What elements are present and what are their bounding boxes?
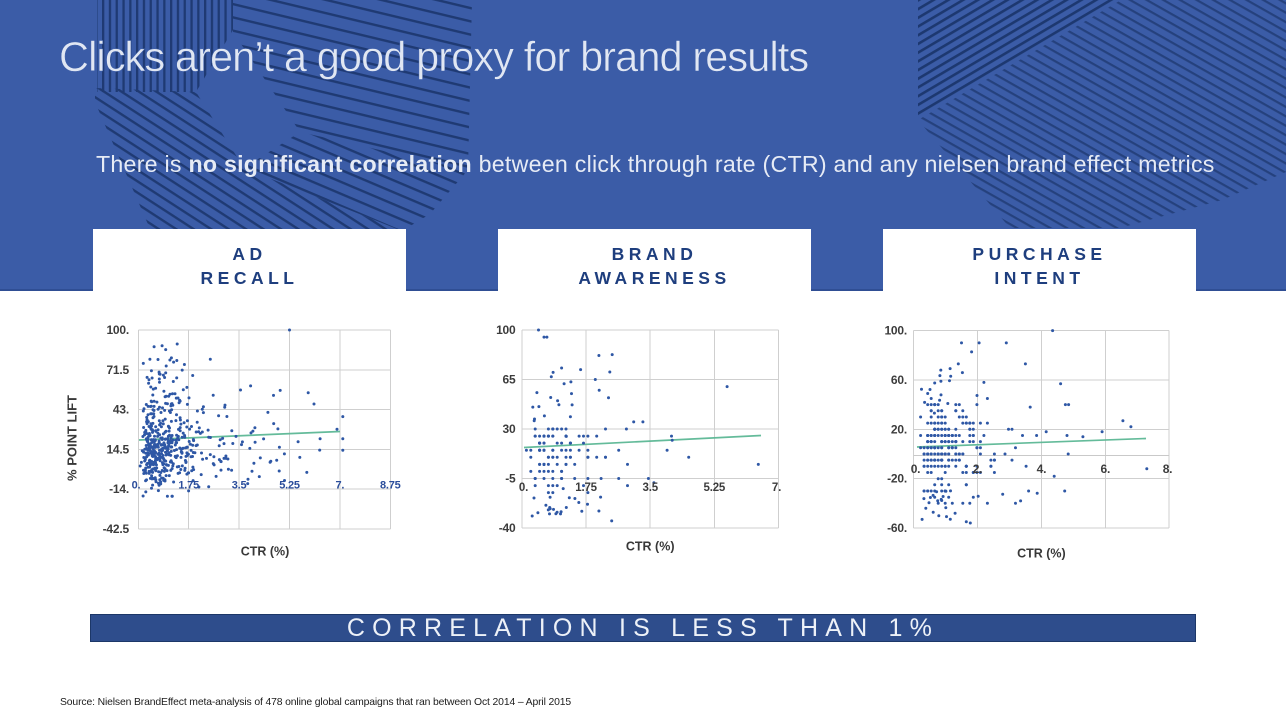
svg-text:-20.: -20.	[887, 472, 907, 486]
svg-text:43.: 43.	[113, 403, 129, 417]
svg-text:CTR (%): CTR (%)	[1017, 547, 1066, 561]
svg-text:8.: 8.	[1163, 462, 1173, 476]
svg-text:7.: 7.	[772, 482, 781, 494]
svg-text:CTR (%): CTR (%)	[241, 545, 290, 559]
svg-text:65: 65	[503, 373, 516, 387]
svg-text:6.: 6.	[1100, 462, 1110, 476]
svg-text:% POINT LIFT: % POINT LIFT	[65, 395, 80, 481]
svg-text:CTR (%): CTR (%)	[626, 540, 675, 554]
svg-text:-14.: -14.	[109, 482, 129, 496]
svg-text:14.5: 14.5	[106, 442, 129, 456]
svg-text:30: 30	[503, 422, 516, 436]
svg-text:-42.5: -42.5	[103, 522, 130, 536]
svg-text:100.: 100.	[884, 324, 907, 338]
svg-text:0.: 0.	[519, 482, 528, 494]
svg-text:1.75: 1.75	[575, 482, 597, 494]
svg-text:5.25: 5.25	[279, 479, 300, 491]
svg-text:-5: -5	[505, 472, 516, 486]
svg-text:71.5: 71.5	[106, 363, 129, 377]
svg-text:3.5: 3.5	[643, 482, 659, 494]
svg-text:1.75: 1.75	[178, 479, 199, 491]
svg-text:2.: 2.	[973, 462, 983, 476]
svg-text:-60.: -60.	[887, 521, 907, 535]
svg-text:60.: 60.	[891, 373, 907, 387]
svg-text:100: 100	[496, 323, 516, 337]
svg-text:3.5: 3.5	[232, 479, 247, 491]
svg-text:5.25: 5.25	[704, 482, 726, 494]
svg-text:-40: -40	[499, 521, 516, 535]
svg-text:0.: 0.	[911, 462, 921, 476]
svg-text:8.75: 8.75	[380, 479, 401, 491]
svg-text:4.: 4.	[1037, 462, 1047, 476]
svg-text:20.: 20.	[891, 422, 907, 436]
svg-text:100.: 100.	[106, 323, 129, 337]
svg-text:7.: 7.	[336, 479, 345, 491]
svg-text:0.: 0.	[132, 479, 141, 491]
